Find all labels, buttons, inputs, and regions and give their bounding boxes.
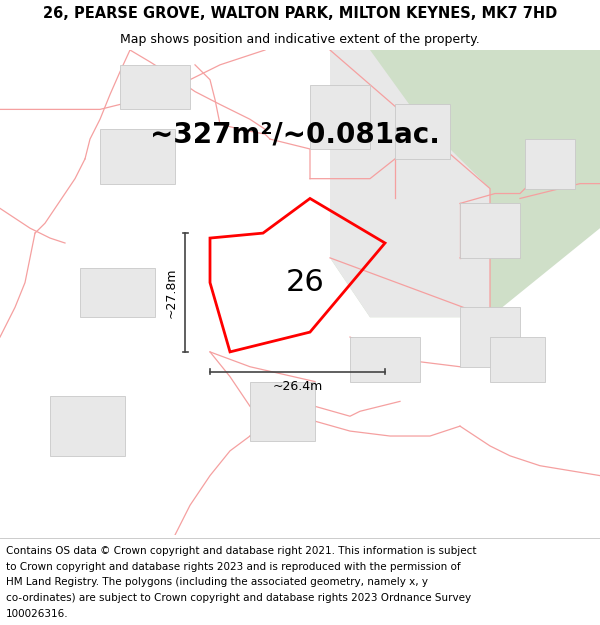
Text: ~327m²/~0.081ac.: ~327m²/~0.081ac. — [150, 120, 440, 148]
Polygon shape — [460, 203, 520, 258]
Polygon shape — [80, 268, 155, 318]
Polygon shape — [250, 382, 315, 441]
Text: 26, PEARSE GROVE, WALTON PARK, MILTON KEYNES, MK7 7HD: 26, PEARSE GROVE, WALTON PARK, MILTON KE… — [43, 6, 557, 21]
Polygon shape — [50, 396, 125, 456]
Polygon shape — [350, 337, 420, 382]
Text: Map shows position and indicative extent of the property.: Map shows position and indicative extent… — [120, 32, 480, 46]
Text: 26: 26 — [286, 268, 325, 297]
Text: to Crown copyright and database rights 2023 and is reproduced with the permissio: to Crown copyright and database rights 2… — [6, 561, 461, 571]
Text: ~26.4m: ~26.4m — [272, 380, 323, 393]
Polygon shape — [330, 50, 490, 318]
Polygon shape — [330, 50, 600, 318]
Text: co-ordinates) are subject to Crown copyright and database rights 2023 Ordnance S: co-ordinates) are subject to Crown copyr… — [6, 593, 471, 603]
Polygon shape — [310, 84, 370, 149]
Polygon shape — [460, 308, 520, 367]
Text: 100026316.: 100026316. — [6, 609, 68, 619]
Polygon shape — [525, 139, 575, 189]
Polygon shape — [395, 104, 450, 159]
Text: ~27.8m: ~27.8m — [164, 268, 178, 318]
Text: HM Land Registry. The polygons (including the associated geometry, namely x, y: HM Land Registry. The polygons (includin… — [6, 578, 428, 587]
Polygon shape — [120, 65, 190, 109]
Polygon shape — [100, 129, 175, 184]
Polygon shape — [490, 337, 545, 382]
Text: Contains OS data © Crown copyright and database right 2021. This information is : Contains OS data © Crown copyright and d… — [6, 546, 476, 556]
